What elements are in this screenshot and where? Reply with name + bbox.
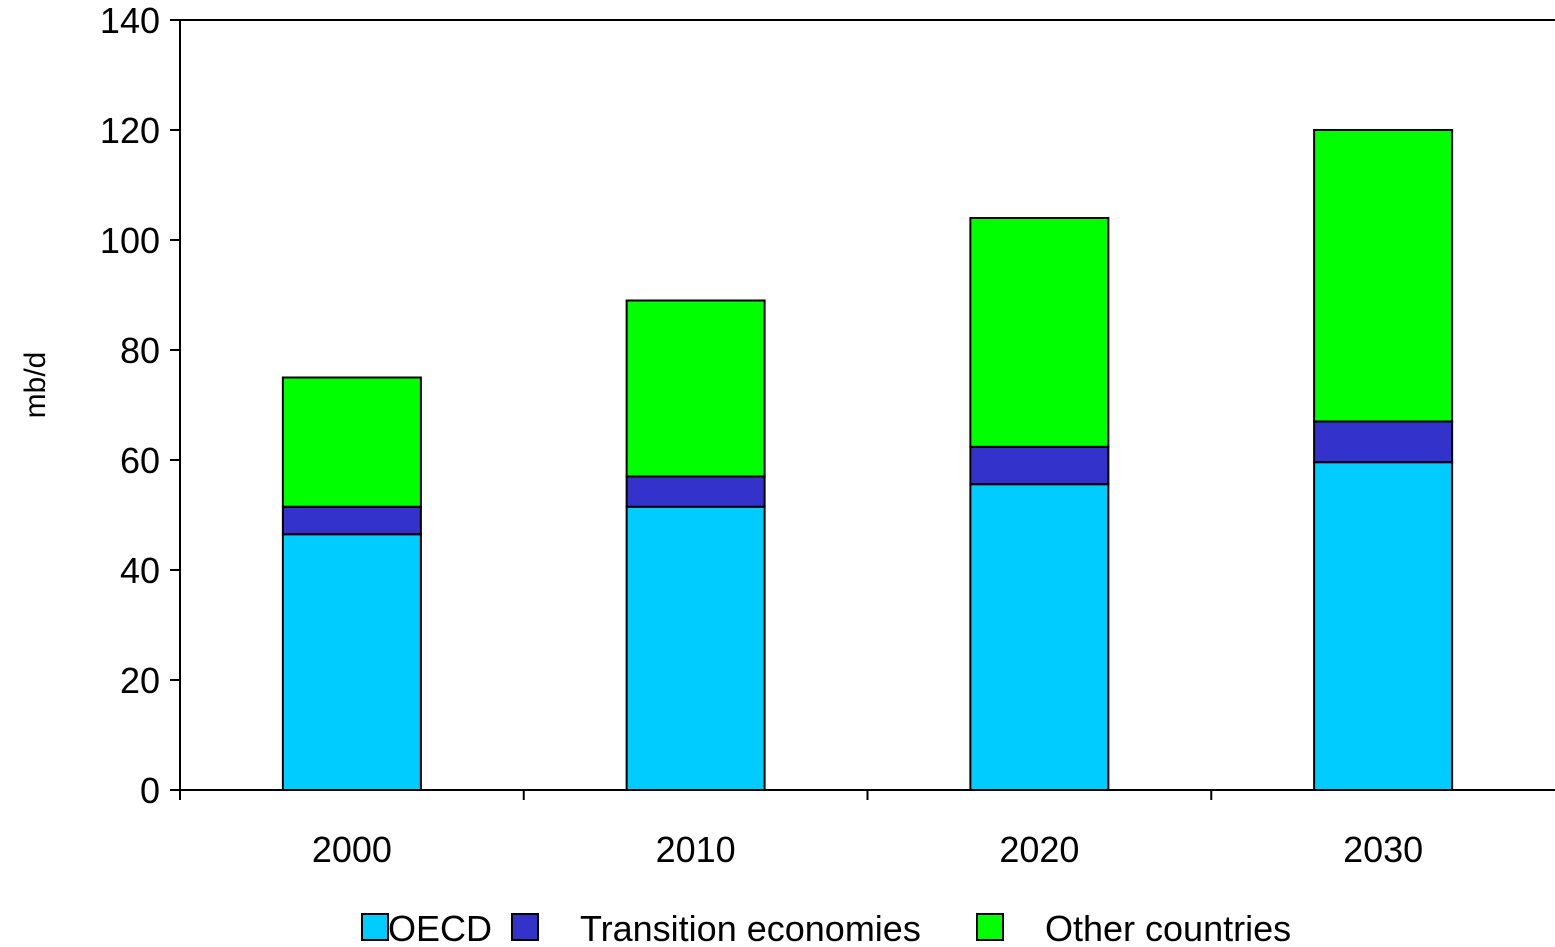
bar-transition-economies-2000 [281,505,422,536]
bar-other-countries-2000 [281,376,422,508]
bar-oecd-2010 [625,505,766,791]
y-tick-label: 140 [100,0,160,41]
y-tick-label: 0 [140,770,160,811]
bar-oecd-2000 [281,533,422,791]
bar-transition-economies-2020 [969,445,1110,486]
x-tick-label: 2020 [999,829,1079,870]
legend-swatch-transition-economies [511,913,539,941]
y-tick-label: 100 [100,220,160,261]
bars-group [281,129,1454,791]
y-tick-label: 60 [120,440,160,481]
bar-other-countries-2010 [625,299,766,478]
legend: OECD Transition economies Other countries [361,908,1291,947]
y-tick-label: 120 [100,110,160,151]
bar-oecd-2030 [1313,461,1454,791]
y-axis-label: mb/d [19,352,52,419]
bar-transition-economies-2030 [1313,420,1454,464]
x-tick-label: 2000 [312,829,392,870]
bar-other-countries-2030 [1313,129,1454,423]
legend-swatch-oecd [361,913,389,941]
bar-other-countries-2020 [969,217,1110,448]
y-tick-label: 80 [120,330,160,371]
legend-label-other-countries: Other countries [1045,908,1291,947]
bar-transition-economies-2010 [625,475,766,508]
legend-swatch-other-countries [976,913,1004,941]
legend-label-transition-economies: Transition economies [580,908,921,947]
x-tick-label: 2010 [656,829,736,870]
y-ticks-group: 0 20 40 60 80 100 120 140 [100,0,180,811]
legend-label-oecd: OECD [388,908,492,947]
x-ticks-group: 2000 2010 2020 2030 [312,790,1423,870]
y-tick-label: 20 [120,660,160,701]
bar-oecd-2020 [969,483,1110,791]
x-tick-label: 2030 [1343,829,1423,870]
y-tick-label: 40 [120,550,160,591]
